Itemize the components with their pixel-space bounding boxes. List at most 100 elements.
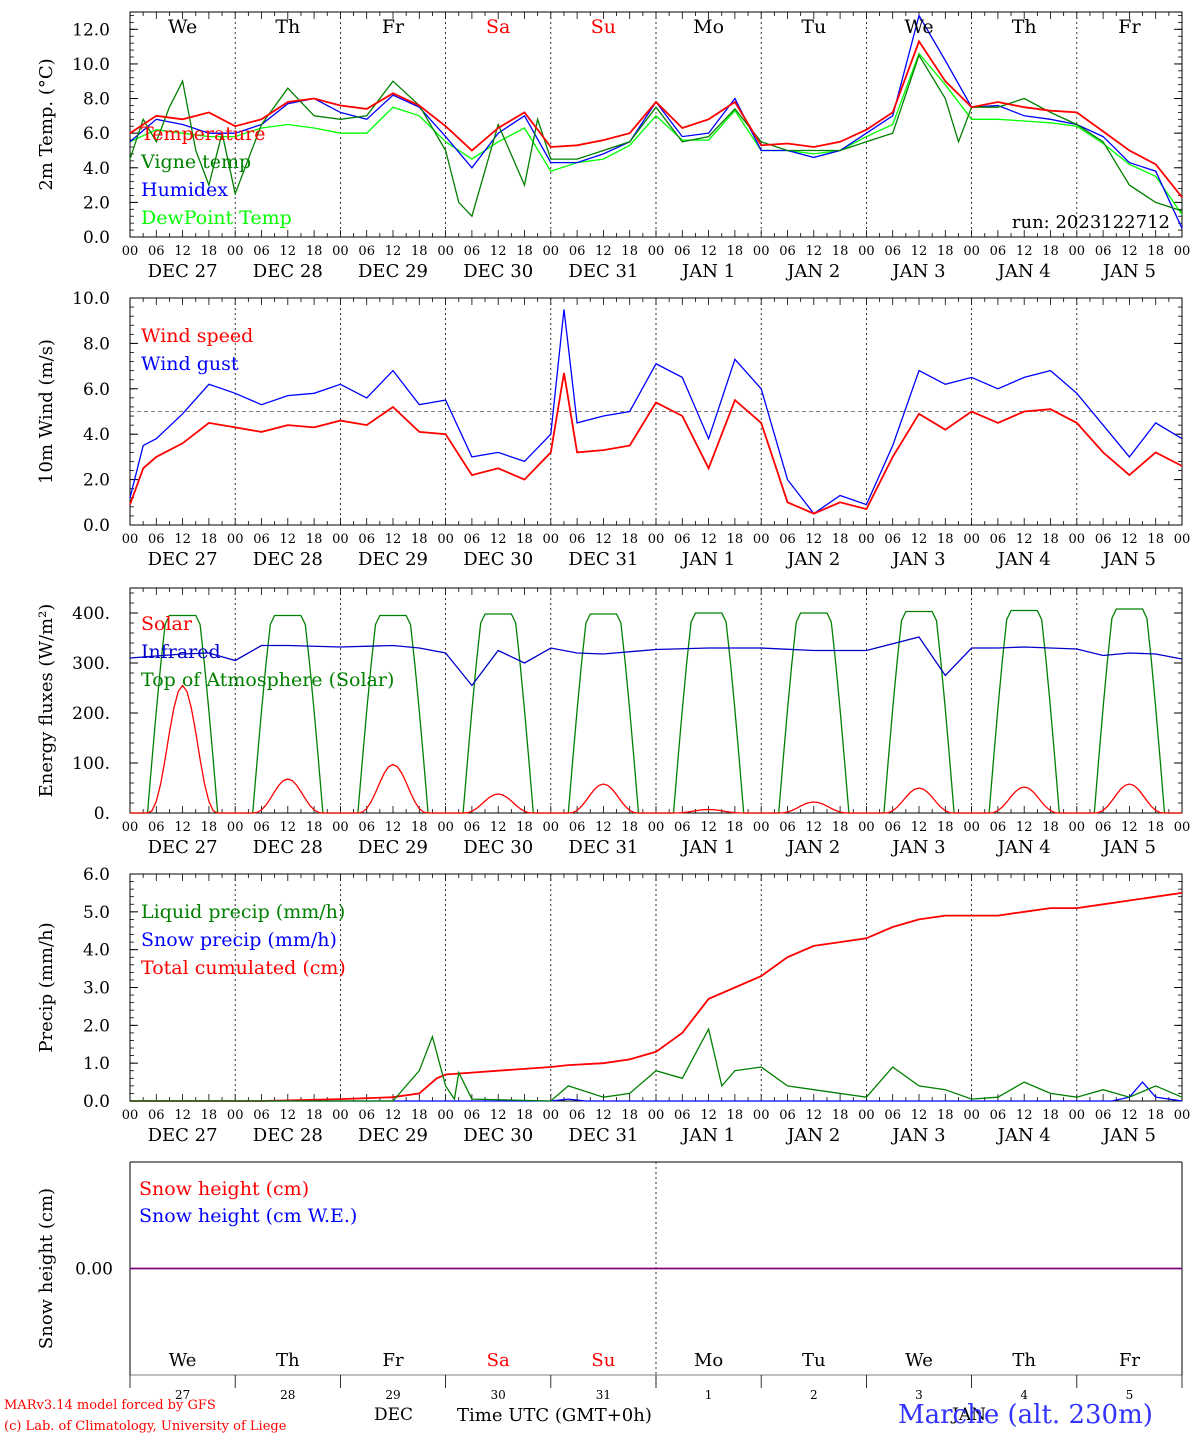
x-hour-label: 00 [1069, 1108, 1086, 1123]
x-hour-label: 00 [332, 532, 349, 547]
jan-month-label: JAN [952, 1405, 986, 1425]
x-hour-label: 18 [1147, 820, 1164, 835]
x-hour-label: 12 [700, 1108, 717, 1123]
x-hour-label: 12 [806, 532, 823, 547]
x-hour-label: 12 [1121, 1108, 1138, 1123]
x-hour-label: 00 [122, 820, 139, 835]
day-name: We [904, 16, 933, 38]
x-hour-label: 18 [937, 820, 954, 835]
day-date: 1 [705, 1388, 713, 1402]
x-hour-label: 18 [411, 532, 428, 547]
x-hour-label: 00 [437, 244, 454, 259]
x-hour-label: 00 [1069, 820, 1086, 835]
day-name: Mo [694, 1350, 723, 1371]
x-hour-label: 18 [727, 532, 744, 547]
legend-entry: Wind speed [141, 325, 253, 347]
x-hour-label: 06 [358, 1108, 375, 1123]
x-hour-label: 18 [727, 1108, 744, 1123]
y-tick-label: 4.0 [83, 425, 110, 445]
legend-entry: Vigne temp [140, 151, 251, 173]
x-hour-label: 06 [674, 1108, 691, 1123]
x-hour-label: 00 [753, 1108, 770, 1123]
x-date-label: DEC 30 [463, 837, 533, 858]
x-hour-label: 12 [490, 244, 507, 259]
x-hour-label: 06 [464, 1108, 481, 1123]
y-tick-label: 8.0 [83, 90, 110, 110]
x-date-label: DEC 31 [568, 261, 638, 282]
x-hour-label: 18 [1147, 532, 1164, 547]
x-hour-label: 00 [543, 1108, 560, 1123]
x-hour-label: 00 [753, 532, 770, 547]
x-date-label: JAN 1 [680, 549, 735, 570]
x-date-label: JAN 3 [890, 261, 945, 282]
time-axis-label: Time UTC (GMT+0h) [457, 1405, 652, 1426]
legend-entry: Solar [141, 613, 193, 635]
x-hour-label: 00 [1174, 244, 1191, 259]
series-infrared [129, 636, 1183, 687]
day-date: 4 [1020, 1388, 1028, 1402]
y-tick-label: 0.00 [75, 1260, 113, 1280]
x-hour-label: 06 [1095, 1108, 1112, 1123]
panel-4: 0.0 1.0 2.0 3.0 4.0 5.0 6.0 Precip (mm/h) Liquid… [36, 865, 1190, 1146]
x-hour-label: 12 [806, 1108, 823, 1123]
x-hour-label: 06 [779, 532, 796, 547]
x-date-label: JAN 3 [890, 1125, 945, 1146]
x-hour-label: 12 [595, 244, 612, 259]
day-name: Th [1012, 1350, 1036, 1371]
panel-3: 0. 100. 200. 300. 400. Energy fluxes (W/m²) So… [36, 587, 1191, 858]
x-hour-label: 06 [884, 532, 901, 547]
y-tick-label: 4.0 [83, 159, 110, 179]
y-tick-label: 10.0 [72, 55, 110, 75]
x-date-label: DEC 29 [358, 549, 428, 570]
series-wind-speed [129, 372, 1183, 515]
x-hour-label: 12 [911, 820, 928, 835]
series-solar [130, 684, 1182, 814]
x-hour-label: 00 [227, 820, 244, 835]
x-date-label: JAN 1 [680, 1125, 735, 1146]
y-tick-label: 2.0 [83, 193, 110, 213]
x-date-label: DEC 27 [148, 549, 218, 570]
x-hour-label: 12 [1121, 820, 1138, 835]
x-hour-label: 18 [201, 532, 218, 547]
x-hour-label: 18 [832, 244, 849, 259]
x-hour-label: 18 [727, 244, 744, 259]
x-hour-label: 06 [253, 532, 270, 547]
x-hour-label: 18 [832, 820, 849, 835]
x-hour-label: 00 [963, 1108, 980, 1123]
x-date-label: JAN 2 [785, 837, 840, 858]
x-hour-label: 18 [621, 820, 638, 835]
x-hour-label: 18 [832, 1108, 849, 1123]
x-date-label: DEC 28 [253, 549, 323, 570]
x-hour-label: 00 [122, 1108, 139, 1123]
x-hour-label: 00 [1174, 820, 1191, 835]
x-hour-label: 18 [621, 532, 638, 547]
x-hour-label: 00 [332, 1108, 349, 1123]
x-hour-label: 18 [411, 820, 428, 835]
x-date-label: DEC 30 [463, 1125, 533, 1146]
x-hour-label: 06 [358, 532, 375, 547]
x-hour-label: 06 [884, 820, 901, 835]
legend-entry: Snow height (cm W.E.) [139, 1205, 357, 1227]
x-date-label: JAN 2 [785, 549, 840, 570]
x-hour-label: 00 [437, 532, 454, 547]
day-date: 27 [175, 1388, 190, 1402]
x-date-label: DEC 28 [253, 1125, 323, 1146]
x-date-label: DEC 28 [253, 837, 323, 858]
y-tick-label: 0.0 [83, 1092, 110, 1112]
day-date: 5 [1126, 1388, 1134, 1402]
x-hour-label: 00 [332, 244, 349, 259]
y-tick-label: 12.0 [72, 20, 110, 40]
x-hour-label: 06 [1095, 244, 1112, 259]
y-tick-label: 2.0 [83, 1016, 110, 1036]
x-hour-label: 00 [963, 532, 980, 547]
y-tick-label: 1.0 [83, 1054, 110, 1074]
x-hour-label: 18 [937, 244, 954, 259]
panel-1: 0.0 2.0 4.0 6.0 8.0 10.0 12.0 2m Temp. (°C) Temp… [36, 11, 1191, 282]
x-hour-label: 00 [858, 820, 875, 835]
x-hour-label: 18 [1147, 1108, 1164, 1123]
day-name: Fr [1118, 16, 1141, 38]
model-credit: MARv3.14 model forced by GFS [4, 1398, 216, 1413]
x-hour-label: 18 [937, 532, 954, 547]
x-hour-label: 12 [1121, 244, 1138, 259]
